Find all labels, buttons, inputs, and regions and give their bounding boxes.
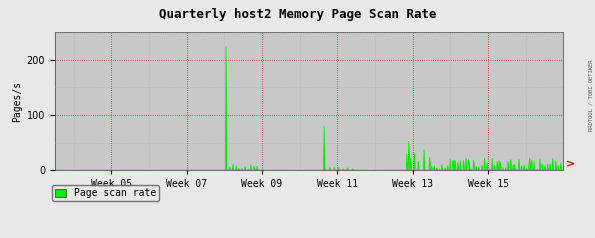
Text: Quarterly host2 Memory Page Scan Rate: Quarterly host2 Memory Page Scan Rate: [159, 8, 436, 21]
Y-axis label: Pages/s: Pages/s: [12, 81, 23, 122]
Text: >: >: [566, 159, 575, 169]
Text: RRDTOOL / TOBI OETIKER: RRDTOOL / TOBI OETIKER: [588, 60, 593, 131]
Legend: Page scan rate: Page scan rate: [52, 185, 159, 201]
